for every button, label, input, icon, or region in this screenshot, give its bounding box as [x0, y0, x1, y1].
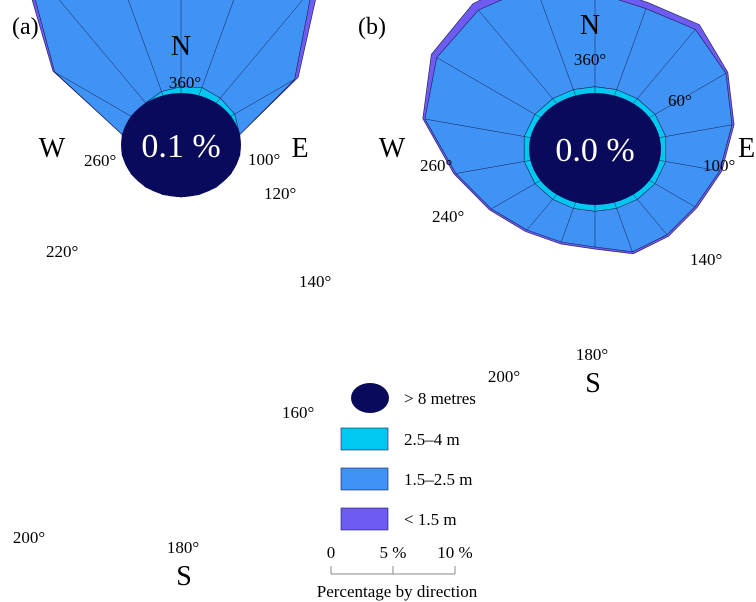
calm-circle-a [121, 93, 241, 197]
angle-label-a-140: 140° [299, 272, 331, 291]
angle-label-b-60: 60° [668, 91, 692, 110]
rose-b-spoke-20 [614, 202, 633, 252]
panel-label-b: (b) [358, 14, 386, 40]
rose-b-spoke-280 [455, 160, 531, 174]
angle-label-a-220: 220° [46, 242, 78, 261]
rose-a-spoke-160 [198, 0, 234, 96]
legend-swatch-1-5-2-5m [340, 467, 389, 491]
wind-rose-panel-b: 0.0 % (b) N S W E 360° 60° 100° 140° 180… [358, 0, 755, 399]
rose-b-spoke-80 [659, 160, 720, 172]
percentage-scale: 0 5 % 10 % Percentage by direction [317, 543, 478, 601]
rose-b-spoke-320 [526, 194, 557, 231]
rose-b-spoke-160 [614, 8, 647, 96]
rose-b-spoke-240 [436, 57, 541, 118]
calm-label-a: 0.1 % [141, 128, 220, 165]
rose-b-spoke-100 [659, 124, 733, 138]
rose-a-spoke-140 [216, 0, 303, 104]
angle-label-a-160: 160° [282, 403, 314, 422]
angle-label-a-100: 100° [248, 150, 280, 169]
rose-a-spoke-120 [230, 79, 295, 117]
legend: > 8 metres 2.5–4 m 1.5–2.5 m < 1.5 m [340, 383, 476, 531]
rose-b-spoke-140 [633, 29, 696, 104]
rose-b-spoke-300 [491, 180, 541, 210]
legend-swatch-gt-8m [351, 383, 389, 413]
legend-label-gt-8m: > 8 metres [404, 389, 476, 408]
rose-a-spoke-200 [127, 0, 164, 96]
angle-label-a-200: 200° [13, 528, 45, 547]
legend-swatch-2-5-4m [340, 427, 389, 451]
angle-label-a-180: 180° [167, 538, 199, 557]
scale-tick-label-10: 10 % [437, 543, 472, 562]
legend-label-1-5-2-5m: 1.5–2.5 m [404, 470, 472, 489]
compass-east-a: E [291, 133, 308, 164]
compass-east-b: E [738, 133, 755, 164]
angle-label-b-240: 240° [432, 207, 464, 226]
rose-b-spoke-340 [560, 202, 576, 243]
angle-label-b-140: 140° [690, 250, 722, 269]
legend-swatch-lt-1-5m [340, 507, 389, 531]
scale-title: Percentage by direction [317, 582, 478, 601]
compass-west-a: W [39, 133, 66, 164]
rose-b-spoke-220 [478, 9, 557, 104]
compass-south-a: S [176, 561, 192, 592]
angle-label-a-260: 260° [84, 151, 116, 170]
rose-b-spoke-40 [633, 194, 668, 235]
compass-north-b: N [580, 10, 600, 41]
angle-label-b-200: 200° [488, 367, 520, 386]
scale-tick-label-5: 5 % [380, 543, 407, 562]
legend-label-2-5-4m: 2.5–4 m [404, 430, 460, 449]
wind-rose-panel-a: 0.1 % (a) N S W E 360° 100° 120° 140° 16… [12, 0, 331, 592]
scale-tick-label-0: 0 [327, 543, 336, 562]
compass-south-b: S [585, 368, 601, 399]
angle-label-b-180: 180° [576, 345, 608, 364]
rose-b-spoke-260 [424, 118, 531, 138]
rose-b-spoke-60 [649, 180, 696, 208]
angle-label-b-360: 360° [574, 50, 606, 69]
compass-west-b: W [379, 133, 406, 164]
rose-b-spoke-120 [649, 73, 727, 118]
legend-label-lt-1-5m: < 1.5 m [404, 510, 457, 529]
rose-b-spoke-200 [540, 0, 576, 96]
rose-a-spoke-240 [54, 71, 132, 117]
rose-a-spoke-220 [58, 0, 146, 104]
panel-label-a: (a) [12, 14, 39, 40]
compass-north-a: N [171, 31, 191, 62]
angle-label-a-120: 120° [264, 184, 296, 203]
calm-label-b: 0.0 % [555, 132, 634, 169]
angle-label-a-360: 360° [169, 73, 201, 92]
angle-label-b-260: 260° [420, 156, 452, 175]
angle-label-b-100: 100° [703, 156, 735, 175]
calm-circle-b [529, 93, 661, 205]
